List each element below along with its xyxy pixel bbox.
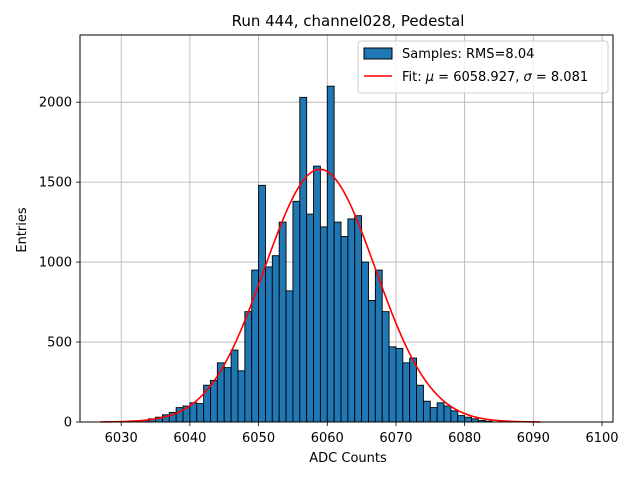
- axes-frame: [79, 34, 614, 423]
- histogram-bar: [422, 400, 431, 423]
- histogram-bar: [402, 362, 411, 423]
- histogram-bar: [429, 407, 438, 423]
- histogram-bar: [258, 184, 266, 423]
- histogram-bar: [450, 410, 459, 423]
- x-tick-label: 6100: [585, 431, 618, 446]
- histogram-bar: [244, 311, 253, 423]
- x-tick-label: 6050: [242, 431, 275, 446]
- histogram-bar: [361, 261, 369, 423]
- histogram-bar: [340, 236, 349, 423]
- histogram-bar: [196, 403, 205, 423]
- fit-curve: [100, 168, 541, 423]
- x-tick-label: 6090: [517, 431, 550, 446]
- histogram-bar: [416, 384, 424, 423]
- chart-title: Run 444, channel028, Pedestal: [232, 12, 465, 30]
- histogram-bar: [306, 213, 314, 423]
- histogram-bar: [457, 415, 466, 423]
- histogram-bars: [141, 85, 493, 423]
- fit-mu-symbol: μ: [425, 70, 434, 85]
- histogram-bar: [326, 85, 335, 423]
- histogram-bar: [292, 200, 301, 423]
- x-tick-label: 6060: [311, 431, 344, 446]
- histogram-bar: [271, 255, 280, 423]
- histogram-bar: [443, 405, 452, 423]
- x-axis-label: ADC Counts: [309, 451, 387, 466]
- y-tick-label: 1000: [39, 256, 72, 271]
- legend-label-samples: Samples: RMS=8.04: [402, 47, 534, 62]
- histogram-bar: [354, 215, 363, 423]
- x-tick-label: 6070: [379, 431, 412, 446]
- fit-sigma-value: = 8.081: [532, 70, 588, 85]
- fit-curve-layer: [100, 168, 541, 423]
- histogram-bar: [436, 402, 445, 423]
- legend: Samples: RMS=8.04 Fit: μ = 6058.927, σ =…: [357, 40, 609, 94]
- histogram-bar: [223, 367, 232, 423]
- histogram-bar: [313, 165, 321, 423]
- histogram-bar: [388, 346, 397, 423]
- fit-sigma-symbol: σ: [524, 70, 533, 85]
- histogram-bar: [265, 266, 273, 423]
- histogram-bar: [464, 416, 472, 423]
- y-axis-label: Entries: [15, 207, 30, 253]
- fit-mu-value: = 6058.927,: [434, 70, 523, 85]
- histogram-bar: [381, 311, 390, 423]
- histogram-bar: [395, 347, 404, 423]
- x-tick-label: 6040: [173, 431, 206, 446]
- histogram-bar: [368, 300, 376, 423]
- legend-swatch-samples: [363, 47, 393, 60]
- histogram-bar: [374, 269, 383, 423]
- histogram-bar: [210, 379, 218, 423]
- histogram-bar: [285, 290, 294, 423]
- histogram-bar: [278, 221, 287, 423]
- legend-label-fit: Fit: μ = 6058.927, σ = 8.081: [402, 70, 588, 85]
- histogram-bar: [347, 218, 356, 423]
- histogram-bar: [409, 357, 418, 423]
- fit-label-prefix: Fit:: [402, 70, 426, 85]
- y-tick-label: 0: [64, 416, 72, 431]
- axis-ticks: 6030 6040 6050 6060 6070 6080 6090 6100 0 500 1000…: [39, 96, 619, 446]
- histogram-bar: [230, 349, 239, 423]
- y-tick-label: 500: [47, 336, 72, 351]
- y-tick-label: 1500: [39, 176, 72, 191]
- histogram-bar: [237, 370, 246, 423]
- histogram-bar: [333, 221, 342, 423]
- legend-frame: [357, 40, 609, 94]
- histogram-bar: [319, 226, 328, 423]
- y-tick-label: 2000: [39, 96, 72, 111]
- x-tick-label: 6080: [448, 431, 481, 446]
- x-tick-label: 6030: [105, 431, 138, 446]
- histogram-bar: [299, 96, 308, 423]
